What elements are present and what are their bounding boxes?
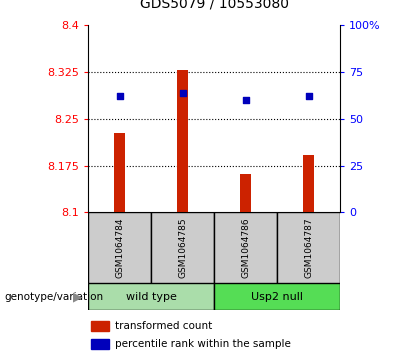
Bar (214, 212, 277, 283)
Text: Usp2 null: Usp2 null (251, 292, 303, 302)
Bar (177, 70, 189, 212)
Bar (303, 155, 315, 212)
Point (116, 94, 123, 99)
Bar (88, 212, 151, 283)
Bar (151, 212, 214, 283)
Text: GSM1064785: GSM1064785 (178, 217, 187, 278)
Text: GSM1064784: GSM1064784 (115, 217, 124, 278)
Bar (240, 174, 252, 212)
Point (179, 90, 186, 95)
Bar (277, 212, 340, 283)
Text: GSM1064787: GSM1064787 (304, 217, 313, 278)
Point (305, 94, 312, 99)
Text: wild type: wild type (126, 292, 177, 302)
Text: GDS5079 / 10553080: GDS5079 / 10553080 (140, 0, 289, 11)
Text: ▶: ▶ (73, 290, 82, 303)
Text: percentile rank within the sample: percentile rank within the sample (115, 339, 291, 349)
Bar (92, 321, 109, 331)
Bar (92, 339, 109, 349)
Text: GSM1064786: GSM1064786 (241, 217, 250, 278)
Bar (114, 132, 126, 212)
Text: transformed count: transformed count (115, 321, 212, 331)
Bar (214, 283, 340, 310)
Point (242, 97, 249, 103)
Bar (88, 283, 214, 310)
Text: genotype/variation: genotype/variation (4, 292, 103, 302)
